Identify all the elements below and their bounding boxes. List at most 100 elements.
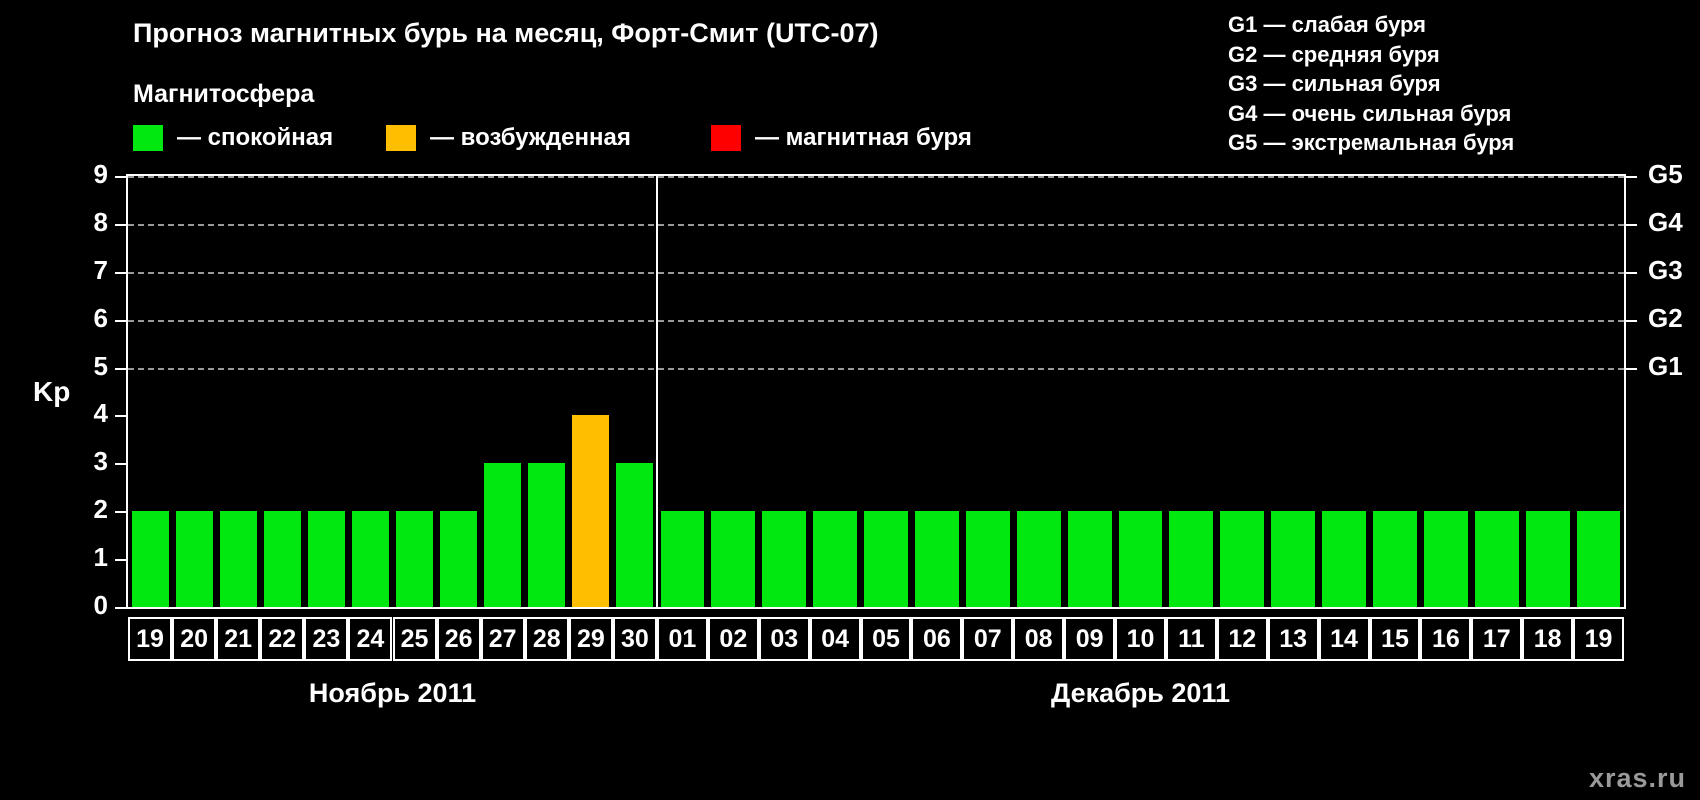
y-tick-label: 9 — [93, 159, 108, 189]
legend-item-unsettled[interactable]: — возбужденная — [386, 122, 631, 154]
date-label[interactable]: 03 — [758, 617, 810, 661]
gridline — [128, 223, 1624, 226]
date-label[interactable]: 13 — [1267, 617, 1319, 661]
bar[interactable] — [175, 511, 213, 607]
bar[interactable] — [616, 463, 654, 607]
date-label[interactable]: 24 — [348, 617, 393, 661]
y-tick-label: 4 — [93, 398, 108, 429]
legend-label: — магнитная буря — [755, 124, 972, 151]
bar[interactable] — [813, 511, 858, 607]
y-tick-mark — [115, 559, 126, 562]
bar[interactable] — [1373, 511, 1417, 607]
y-tick-mark — [115, 463, 126, 466]
date-label[interactable]: 12 — [1216, 617, 1268, 661]
y-tick-mark — [115, 367, 126, 370]
month-caption: Ноябрь 2011 — [308, 678, 477, 708]
date-label[interactable]: 05 — [860, 617, 912, 661]
bar[interactable] — [1322, 511, 1367, 607]
y-tick-mark — [115, 223, 126, 226]
date-label[interactable]: 30 — [612, 617, 657, 661]
bar[interactable] — [307, 511, 345, 607]
date-label[interactable]: 20 — [172, 617, 217, 661]
legend-label: — спокойная — [177, 124, 334, 151]
gridline — [128, 271, 1624, 274]
bar[interactable] — [1016, 511, 1061, 607]
bar[interactable] — [864, 511, 908, 607]
date-label[interactable]: 10 — [1115, 617, 1166, 661]
legend-item-storm[interactable]: — магнитная буря — [711, 122, 972, 154]
bar[interactable] — [762, 511, 807, 607]
date-label[interactable]: 08 — [1013, 617, 1065, 661]
date-label[interactable]: 23 — [304, 617, 349, 661]
bar[interactable] — [484, 463, 522, 607]
bar[interactable] — [1271, 511, 1316, 607]
right-axis-tick-label: G1 — [1648, 350, 1683, 381]
date-label[interactable]: 25 — [392, 617, 437, 661]
bar[interactable] — [396, 511, 434, 607]
date-label[interactable]: 17 — [1471, 617, 1523, 661]
bar[interactable] — [1423, 511, 1468, 607]
bar[interactable] — [1118, 511, 1163, 607]
y-tick-label: 6 — [93, 302, 108, 333]
bar[interactable] — [440, 511, 478, 607]
date-label[interactable]: 21 — [216, 617, 261, 661]
bar[interactable] — [1525, 511, 1570, 607]
storm-scale-row: G2 — средняя буря — [1228, 41, 1440, 67]
date-label[interactable]: 27 — [480, 617, 525, 661]
right-axis-tick-mark — [1626, 319, 1637, 322]
bar[interactable] — [965, 511, 1010, 607]
bar[interactable] — [572, 415, 610, 607]
date-label[interactable]: 18 — [1522, 617, 1574, 661]
bar[interactable] — [263, 511, 301, 607]
bar[interactable] — [660, 511, 705, 607]
legend-swatch-unsettled-icon — [386, 125, 416, 151]
bar[interactable] — [219, 511, 257, 607]
bar[interactable] — [1474, 511, 1519, 607]
y-tick-mark — [115, 511, 126, 514]
date-label[interactable]: 09 — [1064, 617, 1116, 661]
storm-scale-row: G4 — очень сильная буря — [1228, 100, 1512, 126]
storm-scale-row: G5 — экстремальная буря — [1228, 130, 1515, 155]
date-label[interactable]: 15 — [1369, 617, 1421, 661]
date-label[interactable]: 22 — [260, 617, 305, 661]
legend-item-quiet[interactable]: — спокойная — [133, 122, 333, 154]
date-label[interactable]: 06 — [911, 617, 963, 661]
date-label[interactable]: 14 — [1318, 617, 1370, 661]
date-label[interactable]: 19 — [128, 617, 173, 661]
bar[interactable] — [1220, 511, 1265, 607]
y-tick-label: 1 — [93, 542, 108, 573]
legend-swatch-quiet-icon — [133, 125, 163, 151]
storm-scale-legend: G1 — слабая буря G2 — средняя буря G3 — си… — [1228, 10, 1514, 158]
bar[interactable] — [1169, 511, 1214, 607]
date-label[interactable]: 04 — [809, 617, 861, 661]
month-caption: Декабрь 2011 — [1051, 678, 1230, 708]
date-label[interactable]: 02 — [707, 617, 759, 661]
y-tick-mark — [115, 271, 126, 274]
legend-swatch-storm-icon — [711, 125, 741, 151]
date-label[interactable]: 28 — [524, 617, 569, 661]
y-tick-label: 0 — [93, 590, 108, 620]
y-tick-mark — [115, 176, 126, 178]
date-label[interactable]: 01 — [657, 617, 708, 661]
y-tick-mark — [115, 607, 126, 609]
right-axis-tick-label: G3 — [1648, 254, 1683, 285]
y-tick-label: 5 — [93, 350, 108, 381]
date-label[interactable]: 16 — [1420, 617, 1472, 661]
bar[interactable] — [351, 511, 389, 607]
y-tick-label: 7 — [93, 254, 108, 285]
bar[interactable] — [1067, 511, 1112, 607]
bar[interactable] — [914, 511, 959, 607]
date-label[interactable]: 29 — [568, 617, 613, 661]
date-label[interactable]: 07 — [962, 617, 1014, 661]
right-axis-tick-label: G2 — [1648, 302, 1683, 333]
y-tick-mark — [115, 319, 126, 322]
bar[interactable] — [711, 511, 756, 607]
date-label[interactable]: 11 — [1165, 617, 1217, 661]
bar[interactable] — [131, 511, 169, 607]
date-label[interactable]: 19 — [1573, 617, 1624, 661]
bar[interactable] — [528, 463, 566, 607]
date-label[interactable]: 26 — [436, 617, 481, 661]
bar[interactable] — [1576, 511, 1621, 607]
bar-series — [128, 176, 1624, 607]
